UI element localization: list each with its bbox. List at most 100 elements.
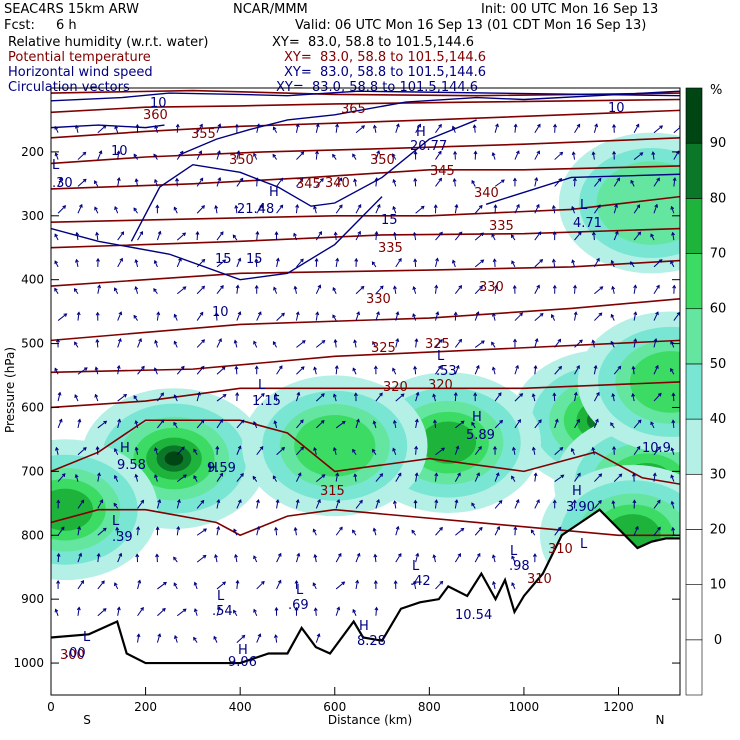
circulation-vector-head <box>536 284 540 289</box>
circulation-vector-head <box>77 418 82 423</box>
circulation-vector-head <box>215 445 220 450</box>
wind-speed-label: L <box>296 583 304 598</box>
circulation-vector-head <box>552 499 557 504</box>
circulation-vector-head <box>237 499 242 504</box>
circulation-vector-head <box>670 500 675 505</box>
circulation-vector-head <box>320 419 325 424</box>
circulation-vector-head <box>133 207 138 212</box>
circulation-vector-head <box>56 552 61 557</box>
circulation-vector-head <box>376 498 380 503</box>
circulation-vector <box>554 447 563 456</box>
circulation-vector-head <box>176 525 181 530</box>
circulation-vector <box>534 204 540 214</box>
circulation-vector <box>354 179 357 187</box>
circulation-vector-head <box>433 419 437 424</box>
wind-speed-label: H <box>238 643 248 658</box>
circulation-vector <box>296 258 304 268</box>
circulation-vector-head <box>511 475 515 480</box>
circulation-vector <box>514 393 523 402</box>
circulation-vector <box>295 553 300 563</box>
circulation-vector <box>153 288 158 295</box>
circulation-vector <box>471 180 476 187</box>
circulation-vector <box>117 338 122 348</box>
circulation-vector-head <box>134 419 139 424</box>
circulation-vector <box>395 311 399 321</box>
circulation-vector <box>296 366 305 375</box>
circulation-vector <box>275 393 278 402</box>
circulation-vector <box>593 204 601 214</box>
circulation-vector <box>137 500 144 509</box>
circulation-vector-head <box>376 150 381 155</box>
circulation-vector-head <box>58 176 63 181</box>
extremum-value-label: .98 <box>509 559 530 574</box>
circulation-vector-head <box>392 178 397 183</box>
circulation-vector-head <box>434 472 439 477</box>
circulation-vector <box>113 503 119 509</box>
circulation-vector <box>196 419 205 429</box>
theta-contour-line <box>51 339 680 374</box>
model-title: SEAC4RS 15km ARW <box>4 2 140 17</box>
circulation-vector-head <box>457 553 461 557</box>
circulation-vector <box>196 124 203 133</box>
circulation-vector <box>514 527 516 536</box>
circulation-vector <box>375 311 380 321</box>
circulation-vector <box>153 154 158 160</box>
circulation-vector-head <box>479 285 483 290</box>
circulation-vector <box>77 607 80 616</box>
theta-contour-line <box>51 89 680 97</box>
wind-speed-label: L <box>217 589 225 604</box>
circulation-vector-head <box>491 366 496 371</box>
circulation-vector-head <box>295 203 300 208</box>
circulation-vector-head <box>614 230 619 235</box>
circulation-vector <box>352 609 357 616</box>
circulation-vector <box>454 285 462 295</box>
circulation-vector <box>434 500 438 509</box>
circulation-vector-head <box>611 500 616 505</box>
circulation-vector-head <box>335 123 340 128</box>
circulation-vector-head <box>631 472 636 477</box>
circulation-vector-head <box>338 177 343 182</box>
circulation-vector-head <box>200 419 205 424</box>
circulation-vector-head <box>636 445 641 450</box>
theta-label: 310 <box>548 542 573 557</box>
circulation-vector-head <box>333 338 338 343</box>
circulation-vector <box>494 392 502 402</box>
circulation-vector <box>395 473 402 482</box>
circulation-vector-head <box>612 150 617 155</box>
circulation-vector <box>77 367 88 375</box>
circulation-vector <box>156 231 161 241</box>
plot-frame <box>50 87 681 696</box>
circulation-vector-head <box>670 340 674 345</box>
circulation-vector-head <box>338 204 343 209</box>
circulation-vector-head <box>120 231 125 236</box>
circulation-vector-head <box>234 365 239 370</box>
colorbar-tick-label: 40 <box>710 412 727 427</box>
circulation-vector <box>672 527 675 536</box>
circulation-vector <box>156 633 161 643</box>
circulation-vector-head <box>374 230 379 235</box>
circulation-vector <box>154 367 158 375</box>
circulation-vector-head <box>458 285 463 289</box>
theta-contour-line <box>51 109 680 139</box>
circulation-vector <box>435 365 442 375</box>
circulation-vector <box>193 475 198 482</box>
circulation-vector <box>511 582 516 590</box>
circulation-vector <box>74 394 79 402</box>
circulation-vector <box>375 178 378 187</box>
circulation-vector <box>97 553 100 563</box>
extremum-value-label: .42 <box>410 574 431 589</box>
circulation-vector <box>173 394 178 402</box>
circulation-vector-head <box>95 445 100 450</box>
wind-speed-label: 10 <box>212 305 229 320</box>
circulation-vector-head <box>154 124 159 129</box>
extremum-value-label: 9.06 <box>228 655 257 670</box>
circulation-vector-head <box>633 338 638 343</box>
circulation-vector-head <box>571 151 576 156</box>
circulation-vector <box>276 553 282 563</box>
circulation-vector <box>176 124 179 133</box>
circulation-vector-head <box>435 257 439 262</box>
circulation-vector <box>236 150 240 160</box>
circulation-vector <box>335 499 340 509</box>
circulation-vector-head <box>315 150 319 155</box>
circulation-vector-head <box>295 311 300 316</box>
